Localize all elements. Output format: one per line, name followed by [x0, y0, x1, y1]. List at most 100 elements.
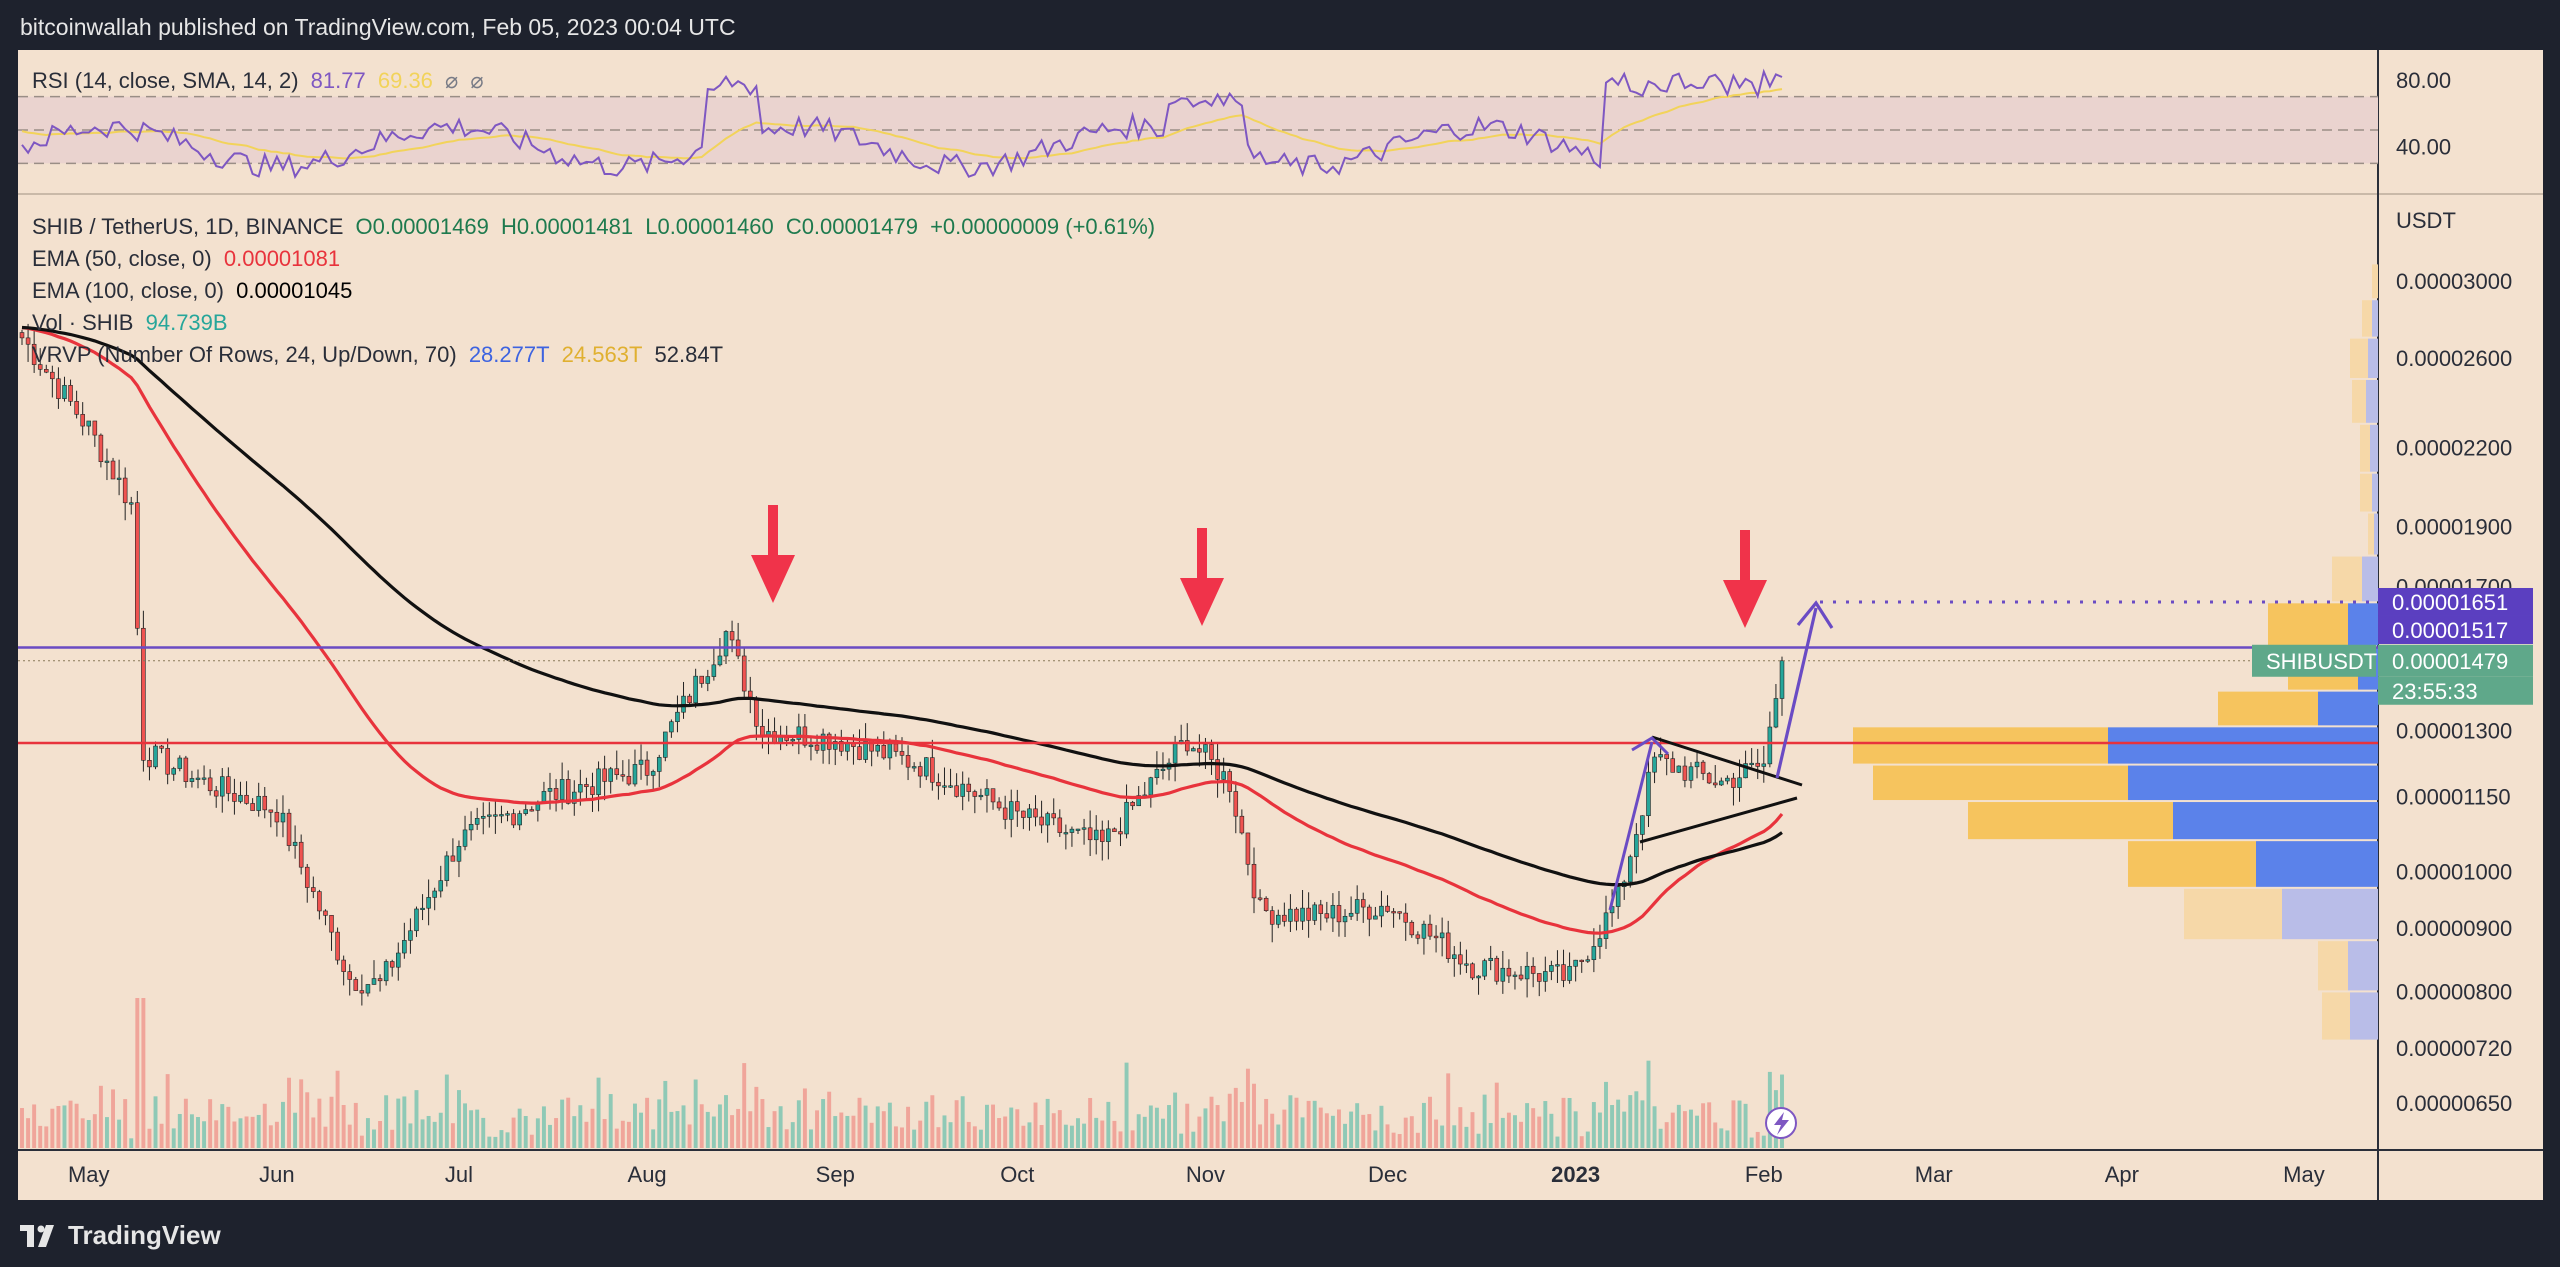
volume-bar — [1676, 1104, 1681, 1148]
volume-bar — [626, 1121, 631, 1148]
candle-body — [1057, 817, 1063, 833]
candle-body — [244, 794, 249, 804]
candle-body — [814, 744, 820, 751]
candle-body — [1021, 810, 1026, 818]
price-legend[interactable]: SHIB / TetherUS, 1D, BINANCE O0.00001469… — [32, 214, 1161, 240]
candle-body — [1725, 777, 1730, 782]
volume-bar — [960, 1096, 965, 1148]
volume-bar — [590, 1108, 595, 1148]
volume-bar — [32, 1104, 37, 1148]
vp-down-bar — [2360, 473, 2372, 512]
candle-body — [1330, 905, 1336, 919]
candle-body — [256, 795, 261, 811]
volume-bar — [912, 1129, 917, 1148]
volume-bar — [1622, 1111, 1627, 1148]
candle-body — [493, 814, 498, 817]
volume-bar — [450, 1123, 455, 1148]
volume-bar — [396, 1098, 401, 1148]
candle-body — [1433, 935, 1439, 939]
volume-bar — [566, 1097, 571, 1148]
volume-legend[interactable]: Vol · SHIB 94.739B — [32, 310, 234, 336]
volume-bar — [821, 1099, 826, 1148]
candle-body — [978, 794, 984, 798]
vp-up-bar — [2128, 765, 2378, 801]
candle-body — [1051, 813, 1056, 819]
volume-bar — [250, 1116, 255, 1148]
volume-bar — [1707, 1102, 1712, 1148]
volume-bar — [796, 1100, 801, 1148]
volume-bar — [444, 1074, 449, 1148]
resistance-rejection-arrow-head — [751, 555, 795, 603]
volume-bar — [1306, 1100, 1311, 1148]
volume-bar — [1719, 1128, 1724, 1148]
vp-down-bar — [2322, 992, 2350, 1040]
vp-up-bar — [2282, 888, 2378, 940]
candle-body — [396, 952, 401, 968]
candle-body — [741, 655, 747, 692]
vp-down-bar — [2350, 338, 2368, 378]
candle-body — [1391, 911, 1396, 914]
candle-body — [232, 793, 237, 802]
volume-bar — [1118, 1131, 1123, 1148]
volume-bar — [38, 1125, 43, 1148]
volume-bar — [1361, 1114, 1366, 1148]
vp-up-bar — [2370, 424, 2378, 472]
volume-bar — [1373, 1130, 1378, 1148]
volume-bar — [408, 1123, 413, 1148]
volume-bar — [1063, 1124, 1068, 1148]
candle-body — [1482, 960, 1487, 977]
candle-body — [1500, 967, 1506, 982]
volume-bar — [808, 1129, 813, 1148]
candle-body — [1682, 765, 1688, 781]
volume-bar — [123, 1099, 128, 1148]
ema50-legend[interactable]: EMA (50, close, 0) 0.00001081 — [32, 246, 346, 272]
candle-body — [960, 783, 965, 797]
candle-body — [626, 775, 632, 785]
volume-bar — [1276, 1124, 1281, 1148]
price-axis-tick: 0.00000800 — [2396, 979, 2512, 1004]
volume-bar — [651, 1129, 656, 1148]
rsi-pane: 80.00 40.00 — [18, 68, 2451, 180]
candle-body — [1731, 777, 1736, 788]
candle-body — [468, 824, 474, 831]
volume-bar — [827, 1091, 832, 1148]
candle-body — [250, 803, 255, 811]
volume-bar — [1270, 1113, 1275, 1148]
candle-body — [1688, 766, 1694, 781]
candle-body — [1658, 754, 1663, 758]
volume-bar — [359, 1135, 364, 1148]
volume-bar — [1343, 1123, 1348, 1148]
volume-bar — [92, 1114, 97, 1148]
candle-body — [1087, 827, 1093, 841]
candle-body — [1336, 905, 1342, 923]
candle-body — [19, 332, 25, 339]
volume-bar — [299, 1079, 304, 1148]
volume-bar — [238, 1118, 243, 1148]
vp-down-bar — [2318, 941, 2348, 991]
candle-body — [1767, 726, 1773, 765]
candle-body — [723, 631, 729, 657]
candle-body — [924, 757, 929, 777]
candle-body — [505, 813, 510, 816]
rsi-legend[interactable]: RSI (14, close, SMA, 14, 2) 81.77 69.36 … — [32, 68, 490, 94]
candles — [19, 323, 1785, 1006]
time-axis-tick: May — [68, 1162, 110, 1187]
volume-bar — [1658, 1128, 1663, 1148]
volume-bar — [1300, 1117, 1305, 1148]
rsi-axis-tick: 80.00 — [2396, 68, 2451, 93]
vrvp-label: VRVP (Number Of Rows, 24, Up/Down, 70) — [32, 342, 457, 367]
volume-bar — [420, 1119, 425, 1148]
candle-body — [1397, 911, 1402, 914]
candle-body — [1342, 915, 1348, 923]
volume-bar — [1512, 1115, 1517, 1148]
ema100-legend[interactable]: EMA (100, close, 0) 0.00001045 — [32, 278, 358, 304]
vrvp-legend[interactable]: VRVP (Number Of Rows, 24, Up/Down, 70) 2… — [32, 342, 729, 368]
volume-bar — [1076, 1118, 1080, 1148]
candle-body — [238, 794, 243, 802]
candle-body — [614, 768, 620, 776]
tradingview-logo[interactable]: TradingView — [20, 1220, 221, 1251]
candle-body — [584, 784, 589, 787]
candle-body — [274, 811, 280, 823]
time-axis-tick: Apr — [2105, 1162, 2139, 1187]
vp-up-bar — [2318, 691, 2378, 726]
